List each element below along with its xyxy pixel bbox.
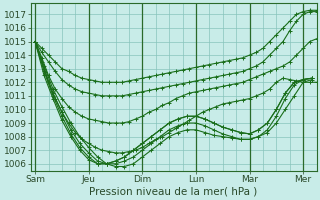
X-axis label: Pression niveau de la mer( hPa ): Pression niveau de la mer( hPa ) xyxy=(90,187,258,197)
